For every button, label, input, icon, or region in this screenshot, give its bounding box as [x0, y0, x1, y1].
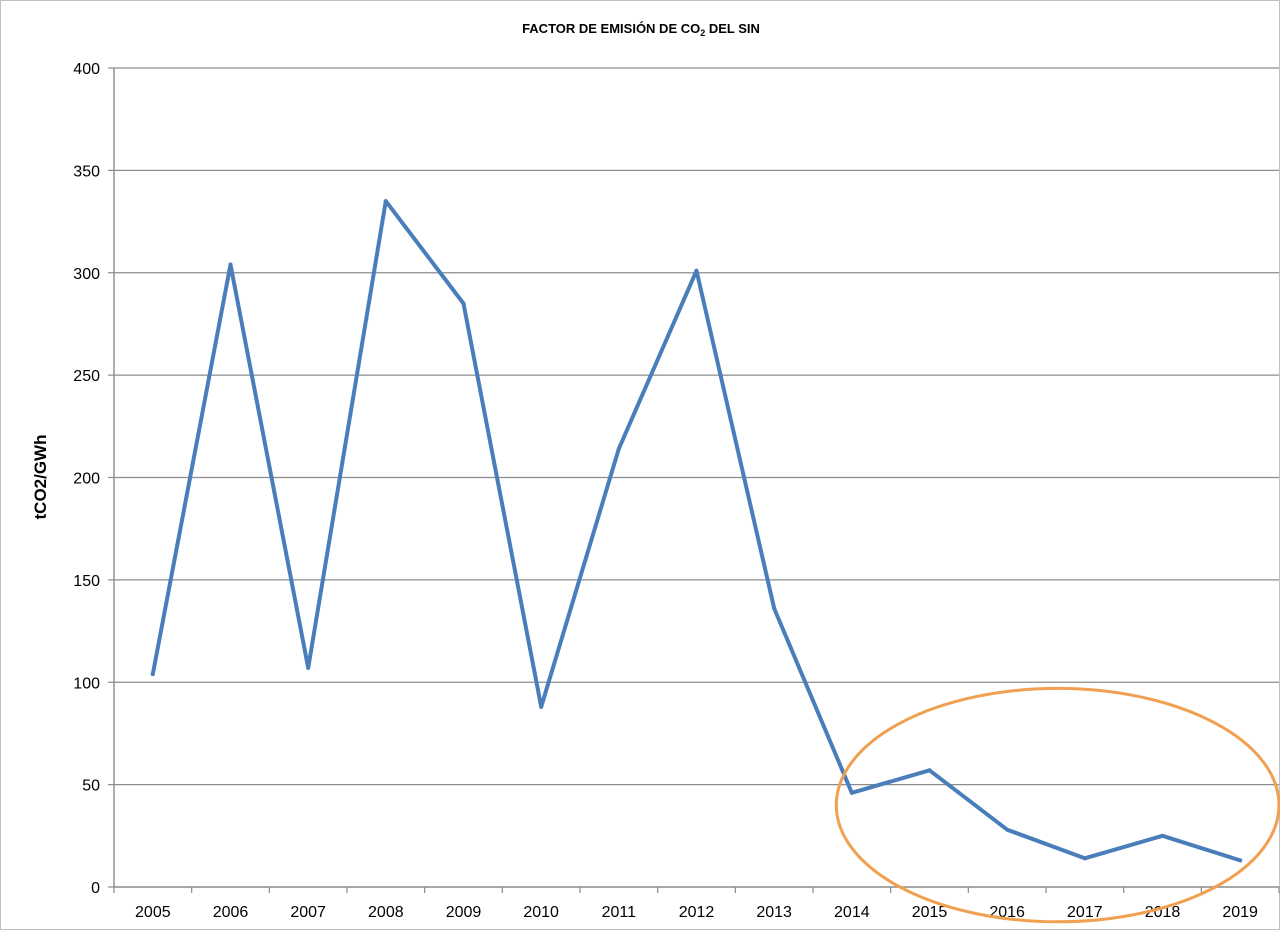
y-tick-label: 350 — [73, 163, 100, 180]
x-tick-label: 2009 — [446, 904, 482, 921]
x-tick-label: 2010 — [523, 904, 559, 921]
chart-title: FACTOR DE EMISIÓN DE CO2 DEL SIN — [1, 21, 1280, 38]
x-tick-label: 2017 — [1067, 904, 1103, 921]
x-tick-label: 2015 — [912, 904, 948, 921]
x-tick-label: 2014 — [834, 904, 870, 921]
data-point — [150, 672, 155, 677]
data-point — [306, 665, 311, 670]
annotations — [834, 686, 1280, 924]
data-point — [1082, 856, 1087, 861]
data-point — [1238, 858, 1243, 863]
x-tick-label: 2005 — [135, 904, 171, 921]
x-tick-label: 2013 — [756, 904, 792, 921]
data-point — [228, 262, 233, 267]
highlight-ellipse — [834, 686, 1280, 924]
series-line-0 — [150, 199, 1243, 863]
chart-title-main: FACTOR DE EMISIÓN DE CO — [522, 21, 701, 36]
data-point — [849, 790, 854, 795]
x-tick-label: 2008 — [368, 904, 404, 921]
y-axis-label: tCO2/GWh — [31, 434, 50, 520]
y-tick-label: 50 — [82, 778, 100, 795]
data-point — [383, 199, 388, 204]
data-point — [616, 446, 621, 451]
y-tick-label: 150 — [73, 573, 100, 590]
x-tick-label: 2007 — [290, 904, 326, 921]
x-tick-label: 2019 — [1222, 904, 1258, 921]
axes — [108, 67, 1280, 893]
data-point — [772, 606, 777, 611]
chart-title-subscript: 2 — [700, 28, 706, 38]
data-point — [694, 268, 699, 273]
y-tick-label: 300 — [73, 266, 100, 283]
y-tick-label: 250 — [73, 368, 100, 385]
data-point — [1160, 833, 1165, 838]
y-tick-label: 200 — [73, 471, 100, 488]
x-tick-labels: 2005 2006 2007 2008 2009 2010 2011 2012 2013 2014… — [135, 904, 1258, 921]
data-point — [927, 768, 932, 773]
x-tick-label: 2012 — [679, 904, 715, 921]
data-point — [461, 301, 466, 306]
data-point — [539, 704, 544, 709]
x-tick-label: 2011 — [602, 904, 637, 921]
series-lines — [150, 199, 1243, 863]
x-tick-label: 2018 — [1145, 904, 1181, 921]
data-point — [1005, 827, 1010, 832]
y-tick-labels: 0 50 100 150 200 250 300 350 400 — [73, 61, 100, 897]
y-tick-label: 100 — [73, 675, 100, 692]
gridlines — [114, 67, 1279, 786]
y-tick-label: 0 — [91, 880, 100, 897]
chart-title-suffix: DEL SIN — [705, 21, 760, 36]
y-tick-label: 400 — [73, 61, 100, 78]
x-tick-label: 2006 — [213, 904, 249, 921]
